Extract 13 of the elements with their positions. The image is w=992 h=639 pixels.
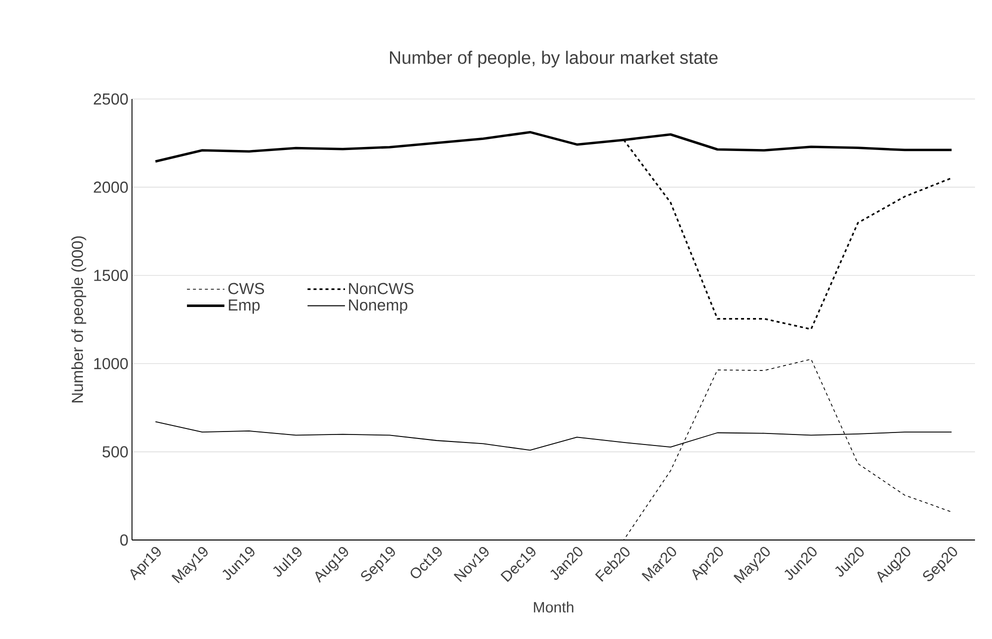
legend-label: Nonemp	[349, 300, 408, 314]
legend-label: Emp	[228, 300, 260, 314]
legend-label: CWS	[228, 282, 264, 294]
y-tick-label: 2500	[94, 93, 128, 105]
y-tick-label: 2000	[94, 182, 128, 193]
chart-title: Number of people, by labour market state	[390, 50, 718, 68]
y-tick-label: 500	[102, 446, 128, 458]
y-axis-title: Number of people (000)	[71, 236, 86, 402]
y-tick-label: 1000	[94, 358, 128, 370]
y-tick-label: 0	[120, 534, 128, 546]
x-axis-title: Month	[534, 602, 574, 612]
y-tick-label: 1500	[94, 270, 128, 282]
legend-label: NonCWS	[349, 282, 414, 294]
